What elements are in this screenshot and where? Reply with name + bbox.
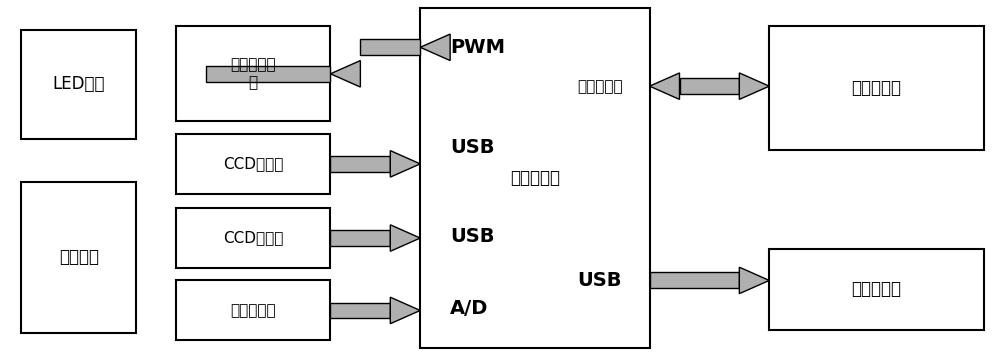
Text: LED点阵: LED点阵	[52, 75, 105, 93]
Bar	[176, 281, 330, 340]
Bar	[769, 248, 984, 330]
Polygon shape	[420, 34, 450, 61]
Text: USB: USB	[450, 227, 495, 246]
Text: USB: USB	[577, 271, 622, 290]
Polygon shape	[360, 40, 420, 55]
Bar	[176, 26, 330, 121]
Bar	[176, 208, 330, 268]
Text: 以太网接口: 以太网接口	[577, 79, 623, 94]
Text: A/D: A/D	[450, 299, 489, 318]
Bar	[769, 26, 984, 150]
Text: USB: USB	[450, 138, 495, 157]
Text: 光照传感器: 光照传感器	[230, 303, 276, 318]
Polygon shape	[390, 225, 420, 251]
Bar	[176, 134, 330, 194]
Text: PWM: PWM	[450, 38, 505, 57]
Text: CCD摄像头: CCD摄像头	[223, 231, 283, 246]
Bar	[21, 182, 136, 334]
Polygon shape	[330, 61, 360, 87]
Text: CCD摄像头: CCD摄像头	[223, 156, 283, 171]
Polygon shape	[390, 297, 420, 324]
Polygon shape	[206, 66, 330, 82]
Polygon shape	[650, 272, 739, 288]
Polygon shape	[680, 78, 739, 94]
Text: 声光报警器: 声光报警器	[851, 280, 901, 298]
Text: 光谱测试仪: 光谱测试仪	[851, 79, 901, 97]
Text: 供电电源: 供电电源	[59, 248, 99, 267]
Bar	[21, 30, 136, 139]
Text: 图像处理器: 图像处理器	[510, 169, 560, 187]
Polygon shape	[330, 303, 390, 318]
Polygon shape	[739, 267, 769, 294]
Text: 功率驱动电
路: 功率驱动电 路	[230, 58, 276, 90]
Polygon shape	[650, 73, 680, 99]
Polygon shape	[390, 151, 420, 177]
Bar	[420, 9, 650, 347]
Polygon shape	[330, 156, 390, 172]
Polygon shape	[739, 73, 769, 99]
Polygon shape	[330, 230, 390, 246]
